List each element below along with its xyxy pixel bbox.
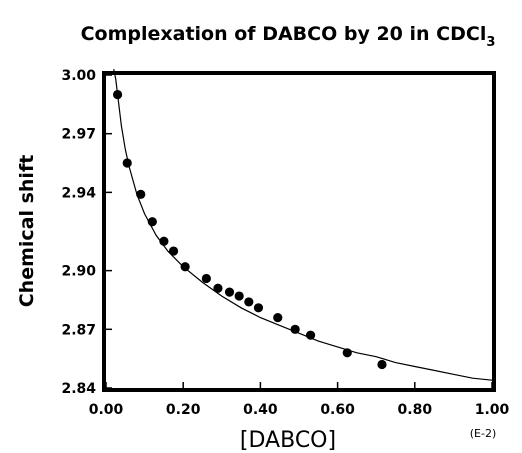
x-tick-label: 0.20 (166, 402, 201, 418)
y-axis-label: Chemical shift (16, 155, 38, 308)
y-axis-ticks: 2.84 2.87 2.90 2.94 2.97 3.00 (61, 68, 112, 397)
y-tick-label: 2.94 (61, 185, 96, 201)
x-axis-ticks: 0.00 0.20 0.40 0.60 0.80 1.00 (89, 382, 510, 418)
data-point (213, 283, 223, 293)
data-point (136, 189, 146, 199)
plot-frame (102, 71, 496, 392)
data-point (273, 312, 283, 323)
x-tick-label: 0.60 (320, 402, 355, 418)
data-point (290, 324, 300, 334)
data-point (253, 303, 264, 313)
data-point (201, 273, 211, 284)
data-point (147, 217, 157, 227)
x-axis-unit: (E-2) (470, 427, 497, 440)
y-tick-label: 3.00 (61, 68, 96, 84)
data-point (244, 297, 254, 307)
data-point (180, 262, 190, 272)
data-points (112, 89, 387, 370)
data-point (224, 287, 235, 297)
data-point (168, 246, 179, 256)
chart-title: Complexation of DABCO by 20 in CDCl3 (81, 23, 496, 50)
data-point (122, 158, 132, 168)
data-point (159, 236, 169, 246)
x-tick-label: 0.80 (398, 402, 433, 418)
data-point (234, 291, 244, 301)
chart-title-subscript: 3 (486, 35, 495, 50)
y-tick-label: 2.97 (61, 127, 96, 143)
data-point (305, 330, 316, 340)
data-point (342, 348, 352, 358)
y-tick-label: 2.84 (61, 381, 96, 397)
chart-title-main: Complexation of DABCO by 20 in CDCl (81, 23, 487, 45)
x-axis-label: [DABCO] (240, 428, 336, 453)
x-tick-label: 0.00 (89, 402, 124, 418)
data-point (377, 359, 387, 370)
y-tick-label: 2.87 (61, 322, 96, 338)
y-tick-label: 2.90 (61, 264, 96, 280)
data-point (112, 89, 123, 100)
x-tick-label: 1.00 (475, 402, 510, 418)
x-tick-label: 0.40 (243, 402, 278, 418)
fit-curve (113, 68, 493, 381)
